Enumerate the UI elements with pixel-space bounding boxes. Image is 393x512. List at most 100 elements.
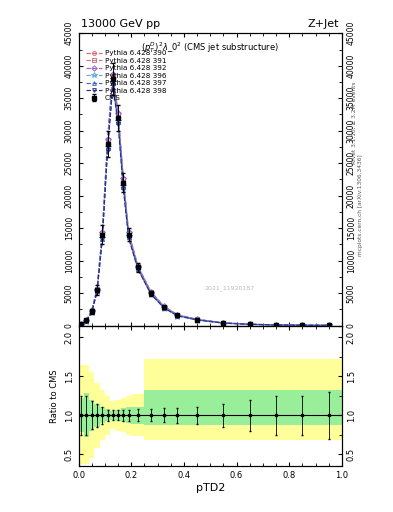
Pythia 6.428 390 (121, 176, 126, 182)
Pythia 6.428 397 (300, 322, 305, 328)
Pythia 6.428 390 (84, 317, 89, 324)
Pythia 6.428 396 (121, 183, 126, 189)
Line: Pythia 6.428 391: Pythia 6.428 391 (79, 73, 331, 327)
Pythia 6.428 397 (110, 80, 115, 87)
Pythia 6.428 392 (126, 229, 131, 235)
Pythia 6.428 390 (162, 304, 167, 310)
Pythia 6.428 396 (175, 312, 180, 318)
Pythia 6.428 396 (90, 309, 94, 315)
Pythia 6.428 392 (149, 289, 153, 295)
Pythia 6.428 397 (95, 288, 99, 294)
Y-axis label: Ratio to CMS: Ratio to CMS (50, 369, 59, 422)
Pythia 6.428 398 (116, 121, 121, 127)
Pythia 6.428 398 (95, 289, 99, 295)
Text: Z+Jet: Z+Jet (308, 19, 339, 29)
Pythia 6.428 391 (121, 176, 126, 182)
Pythia 6.428 392 (175, 312, 180, 318)
Pythia 6.428 390 (195, 316, 200, 323)
Pythia 6.428 397 (175, 313, 180, 319)
Pythia 6.428 390 (300, 322, 305, 328)
Pythia 6.428 391 (84, 317, 89, 323)
Pythia 6.428 396 (149, 291, 153, 297)
Pythia 6.428 390 (95, 286, 99, 292)
Pythia 6.428 396 (326, 322, 331, 328)
Pythia 6.428 391 (90, 308, 94, 314)
Pythia 6.428 390 (149, 289, 153, 295)
Pythia 6.428 392 (221, 319, 226, 326)
Pythia 6.428 392 (110, 71, 115, 77)
Pythia 6.428 397 (162, 305, 167, 311)
Pythia 6.428 398 (100, 236, 105, 242)
Pythia 6.428 391 (248, 321, 252, 327)
Pythia 6.428 398 (90, 309, 94, 315)
Pythia 6.428 391 (326, 322, 331, 328)
Pythia 6.428 396 (274, 322, 278, 328)
Pythia 6.428 392 (274, 322, 278, 328)
Pythia 6.428 392 (326, 322, 331, 328)
Pythia 6.428 396 (300, 322, 305, 328)
Pythia 6.428 390 (90, 308, 94, 314)
Pythia 6.428 392 (90, 307, 94, 313)
Pythia 6.428 390 (79, 321, 84, 327)
Pythia 6.428 390 (116, 112, 121, 118)
Pythia 6.428 391 (136, 263, 140, 269)
Pythia 6.428 397 (326, 322, 331, 328)
Pythia 6.428 391 (116, 111, 121, 117)
Pythia 6.428 396 (110, 79, 115, 85)
Pythia 6.428 391 (79, 321, 84, 327)
Text: mcplots.cern.ch [arXiv:1306.3436]: mcplots.cern.ch [arXiv:1306.3436] (358, 154, 363, 255)
Pythia 6.428 396 (79, 322, 84, 328)
Pythia 6.428 392 (136, 263, 140, 269)
Text: Rivet 3.1.10, ≥ 3.2M events: Rivet 3.1.10, ≥ 3.2M events (352, 81, 357, 164)
Pythia 6.428 392 (248, 321, 252, 327)
Pythia 6.428 396 (126, 233, 131, 239)
Pythia 6.428 397 (136, 266, 140, 272)
Pythia 6.428 390 (326, 322, 331, 328)
Pythia 6.428 396 (248, 321, 252, 327)
Pythia 6.428 396 (136, 265, 140, 271)
Pythia 6.428 392 (79, 321, 84, 327)
Pythia 6.428 396 (195, 317, 200, 323)
Pythia 6.428 397 (248, 321, 252, 327)
Pythia 6.428 392 (95, 286, 99, 292)
Pythia 6.428 391 (175, 312, 180, 318)
Line: Pythia 6.428 396: Pythia 6.428 396 (78, 79, 332, 329)
Pythia 6.428 396 (100, 235, 105, 241)
Pythia 6.428 396 (95, 288, 99, 294)
Pythia 6.428 392 (300, 322, 305, 328)
Pythia 6.428 398 (175, 313, 180, 319)
Pythia 6.428 391 (126, 230, 131, 236)
Pythia 6.428 391 (195, 316, 200, 323)
Pythia 6.428 398 (300, 322, 305, 328)
Pythia 6.428 398 (121, 186, 126, 193)
Pythia 6.428 397 (116, 119, 121, 125)
Pythia 6.428 396 (105, 144, 110, 150)
Pythia 6.428 397 (100, 236, 105, 242)
Text: $(p_T^D)^2\lambda\_0^2$ (CMS jet substructure): $(p_T^D)^2\lambda\_0^2$ (CMS jet substru… (141, 40, 279, 55)
Pythia 6.428 392 (84, 317, 89, 323)
Pythia 6.428 398 (84, 317, 89, 324)
Pythia 6.428 397 (195, 317, 200, 323)
Line: Pythia 6.428 392: Pythia 6.428 392 (79, 72, 331, 327)
Pythia 6.428 392 (105, 136, 110, 142)
Pythia 6.428 398 (105, 147, 110, 153)
Pythia 6.428 391 (100, 230, 105, 236)
Pythia 6.428 391 (149, 289, 153, 295)
Pythia 6.428 390 (248, 321, 252, 327)
Pythia 6.428 396 (221, 320, 226, 326)
Pythia 6.428 392 (100, 229, 105, 235)
Pythia 6.428 392 (121, 175, 126, 181)
Pythia 6.428 391 (274, 322, 278, 328)
Pythia 6.428 398 (221, 320, 226, 326)
Pythia 6.428 398 (162, 305, 167, 311)
Pythia 6.428 392 (116, 110, 121, 116)
Pythia 6.428 397 (149, 291, 153, 297)
Pythia 6.428 397 (105, 145, 110, 152)
Pythia 6.428 391 (95, 286, 99, 292)
Pythia 6.428 396 (84, 317, 89, 324)
Pythia 6.428 398 (149, 291, 153, 297)
Pythia 6.428 398 (248, 322, 252, 328)
Pythia 6.428 396 (116, 118, 121, 124)
Pythia 6.428 391 (110, 72, 115, 78)
Pythia 6.428 397 (121, 184, 126, 190)
